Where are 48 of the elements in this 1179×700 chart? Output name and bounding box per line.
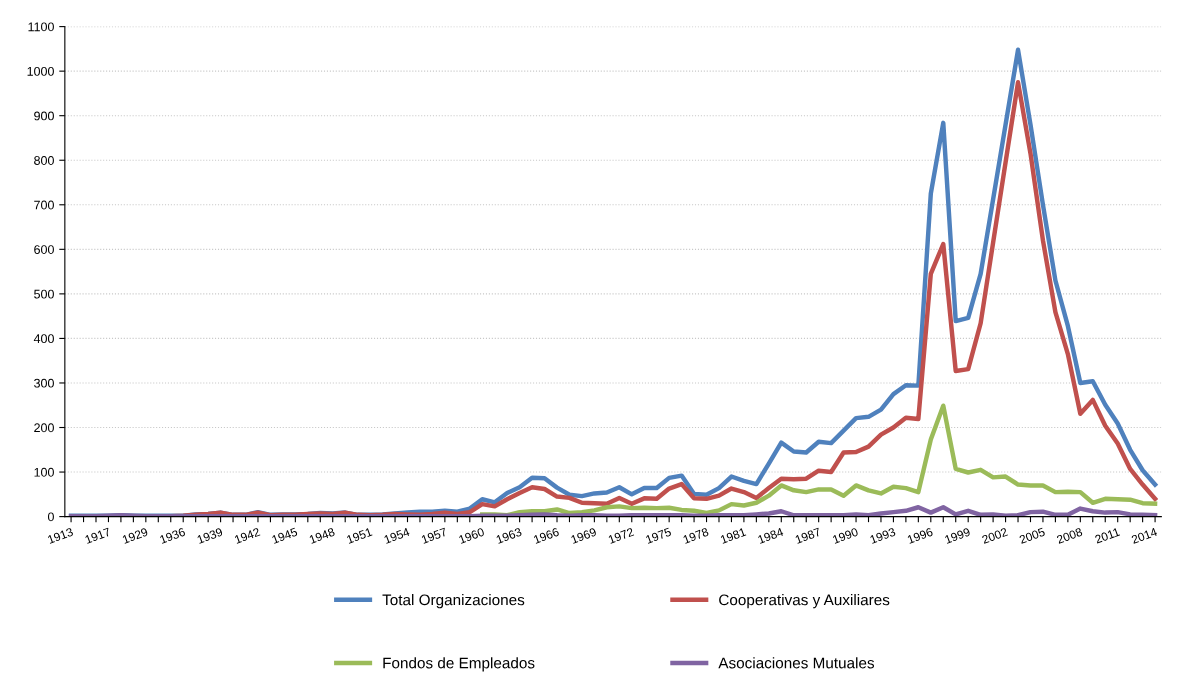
- x-tick-label: 1993: [869, 527, 896, 544]
- y-tick-label: 800: [34, 156, 54, 165]
- x-tick-label: 1969: [570, 527, 597, 544]
- x-tick-label: 1939: [196, 527, 224, 544]
- x-tick-label: 2014: [1131, 527, 1158, 544]
- x-tick-label: 2005: [1018, 527, 1046, 544]
- x-tick-label: 1966: [533, 527, 560, 544]
- y-tick-label: 900: [34, 111, 54, 121]
- line-series: [68, 505, 1158, 517]
- legend-label: Fondos de Empleados: [383, 657, 535, 672]
- x-tick-label: 1917: [84, 527, 111, 544]
- y-tick-label: 1100: [28, 22, 54, 32]
- x-tick-label: 2008: [1056, 527, 1083, 544]
- x-tick-label: 1990: [832, 527, 859, 544]
- x-tick-label: 1981: [720, 527, 747, 544]
- y-tick-label: 400: [33, 334, 54, 344]
- legend-label: Cooperativas y Auxiliares: [719, 594, 890, 609]
- x-tick-label: 1942: [234, 527, 261, 544]
- y-tick-label: 700: [34, 200, 54, 210]
- x-tick-label: 1945: [271, 527, 298, 544]
- x-tick-label: 2011: [1094, 527, 1121, 544]
- y-tick-label: 300: [34, 378, 54, 388]
- y-tick-label: 600: [34, 245, 54, 254]
- x-tick-label: 1978: [682, 527, 710, 544]
- x-tick-label: 1987: [794, 527, 822, 544]
- line-series: [480, 403, 1158, 517]
- x-tick-label: 1984: [757, 527, 784, 544]
- x-tick-label: 1913: [47, 527, 74, 544]
- x-tick-label: 1996: [907, 527, 934, 544]
- x-tick-label: 1951: [346, 527, 373, 544]
- x-tick-label: 2002: [981, 527, 1008, 544]
- legend-label: Asociaciones Mutuales: [718, 657, 875, 669]
- y-tick-label: 500: [34, 289, 54, 299]
- x-tick-label: 1948: [309, 527, 336, 544]
- x-tick-label: 1999: [944, 527, 971, 544]
- legend-label: Total Organizaciones: [382, 594, 525, 609]
- x-tick-label: 1936: [159, 527, 186, 544]
- x-tick-label: 1975: [645, 527, 672, 544]
- x-tick-label: 1957: [421, 527, 448, 544]
- x-tick-label: 1963: [495, 527, 523, 544]
- y-tick-label: 1000: [27, 66, 54, 76]
- x-tick-label: 1972: [608, 527, 635, 544]
- y-tick-label: 0: [47, 512, 54, 522]
- y-tick-label: 200: [34, 423, 54, 433]
- x-tick-label: 1929: [122, 527, 149, 544]
- y-tick-label: 100: [34, 467, 54, 477]
- x-tick-label: 1960: [458, 527, 485, 544]
- x-tick-label: 1954: [383, 527, 411, 544]
